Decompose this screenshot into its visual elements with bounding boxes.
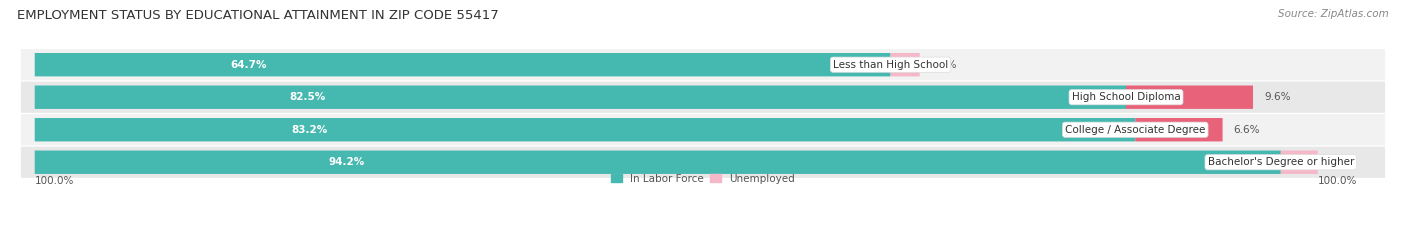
Text: Less than High School: Less than High School [832, 60, 948, 70]
FancyBboxPatch shape [35, 151, 1281, 174]
Text: Bachelor's Degree or higher: Bachelor's Degree or higher [1208, 157, 1354, 167]
Legend: In Labor Force, Unemployed: In Labor Force, Unemployed [607, 169, 799, 188]
FancyBboxPatch shape [1126, 86, 1253, 109]
Text: 100.0%: 100.0% [35, 176, 75, 186]
FancyBboxPatch shape [21, 147, 1385, 178]
Text: 94.2%: 94.2% [328, 157, 364, 167]
Text: 6.6%: 6.6% [1233, 125, 1260, 135]
Text: EMPLOYMENT STATUS BY EDUCATIONAL ATTAINMENT IN ZIP CODE 55417: EMPLOYMENT STATUS BY EDUCATIONAL ATTAINM… [17, 9, 499, 22]
FancyBboxPatch shape [21, 49, 1385, 80]
FancyBboxPatch shape [890, 53, 920, 76]
FancyBboxPatch shape [35, 53, 890, 76]
Text: 64.7%: 64.7% [231, 60, 267, 70]
Text: 2.8%: 2.8% [1329, 157, 1355, 167]
FancyBboxPatch shape [21, 114, 1385, 145]
FancyBboxPatch shape [35, 86, 1126, 109]
Text: 100.0%: 100.0% [1317, 176, 1358, 186]
FancyBboxPatch shape [1281, 151, 1317, 174]
FancyBboxPatch shape [35, 118, 1135, 141]
FancyBboxPatch shape [21, 82, 1385, 113]
Text: 2.2%: 2.2% [931, 60, 957, 70]
Text: 82.5%: 82.5% [290, 92, 326, 102]
Text: College / Associate Degree: College / Associate Degree [1066, 125, 1205, 135]
Text: Source: ZipAtlas.com: Source: ZipAtlas.com [1278, 9, 1389, 19]
Text: 83.2%: 83.2% [291, 125, 328, 135]
Text: 9.6%: 9.6% [1264, 92, 1291, 102]
Text: High School Diploma: High School Diploma [1071, 92, 1181, 102]
FancyBboxPatch shape [1135, 118, 1223, 141]
